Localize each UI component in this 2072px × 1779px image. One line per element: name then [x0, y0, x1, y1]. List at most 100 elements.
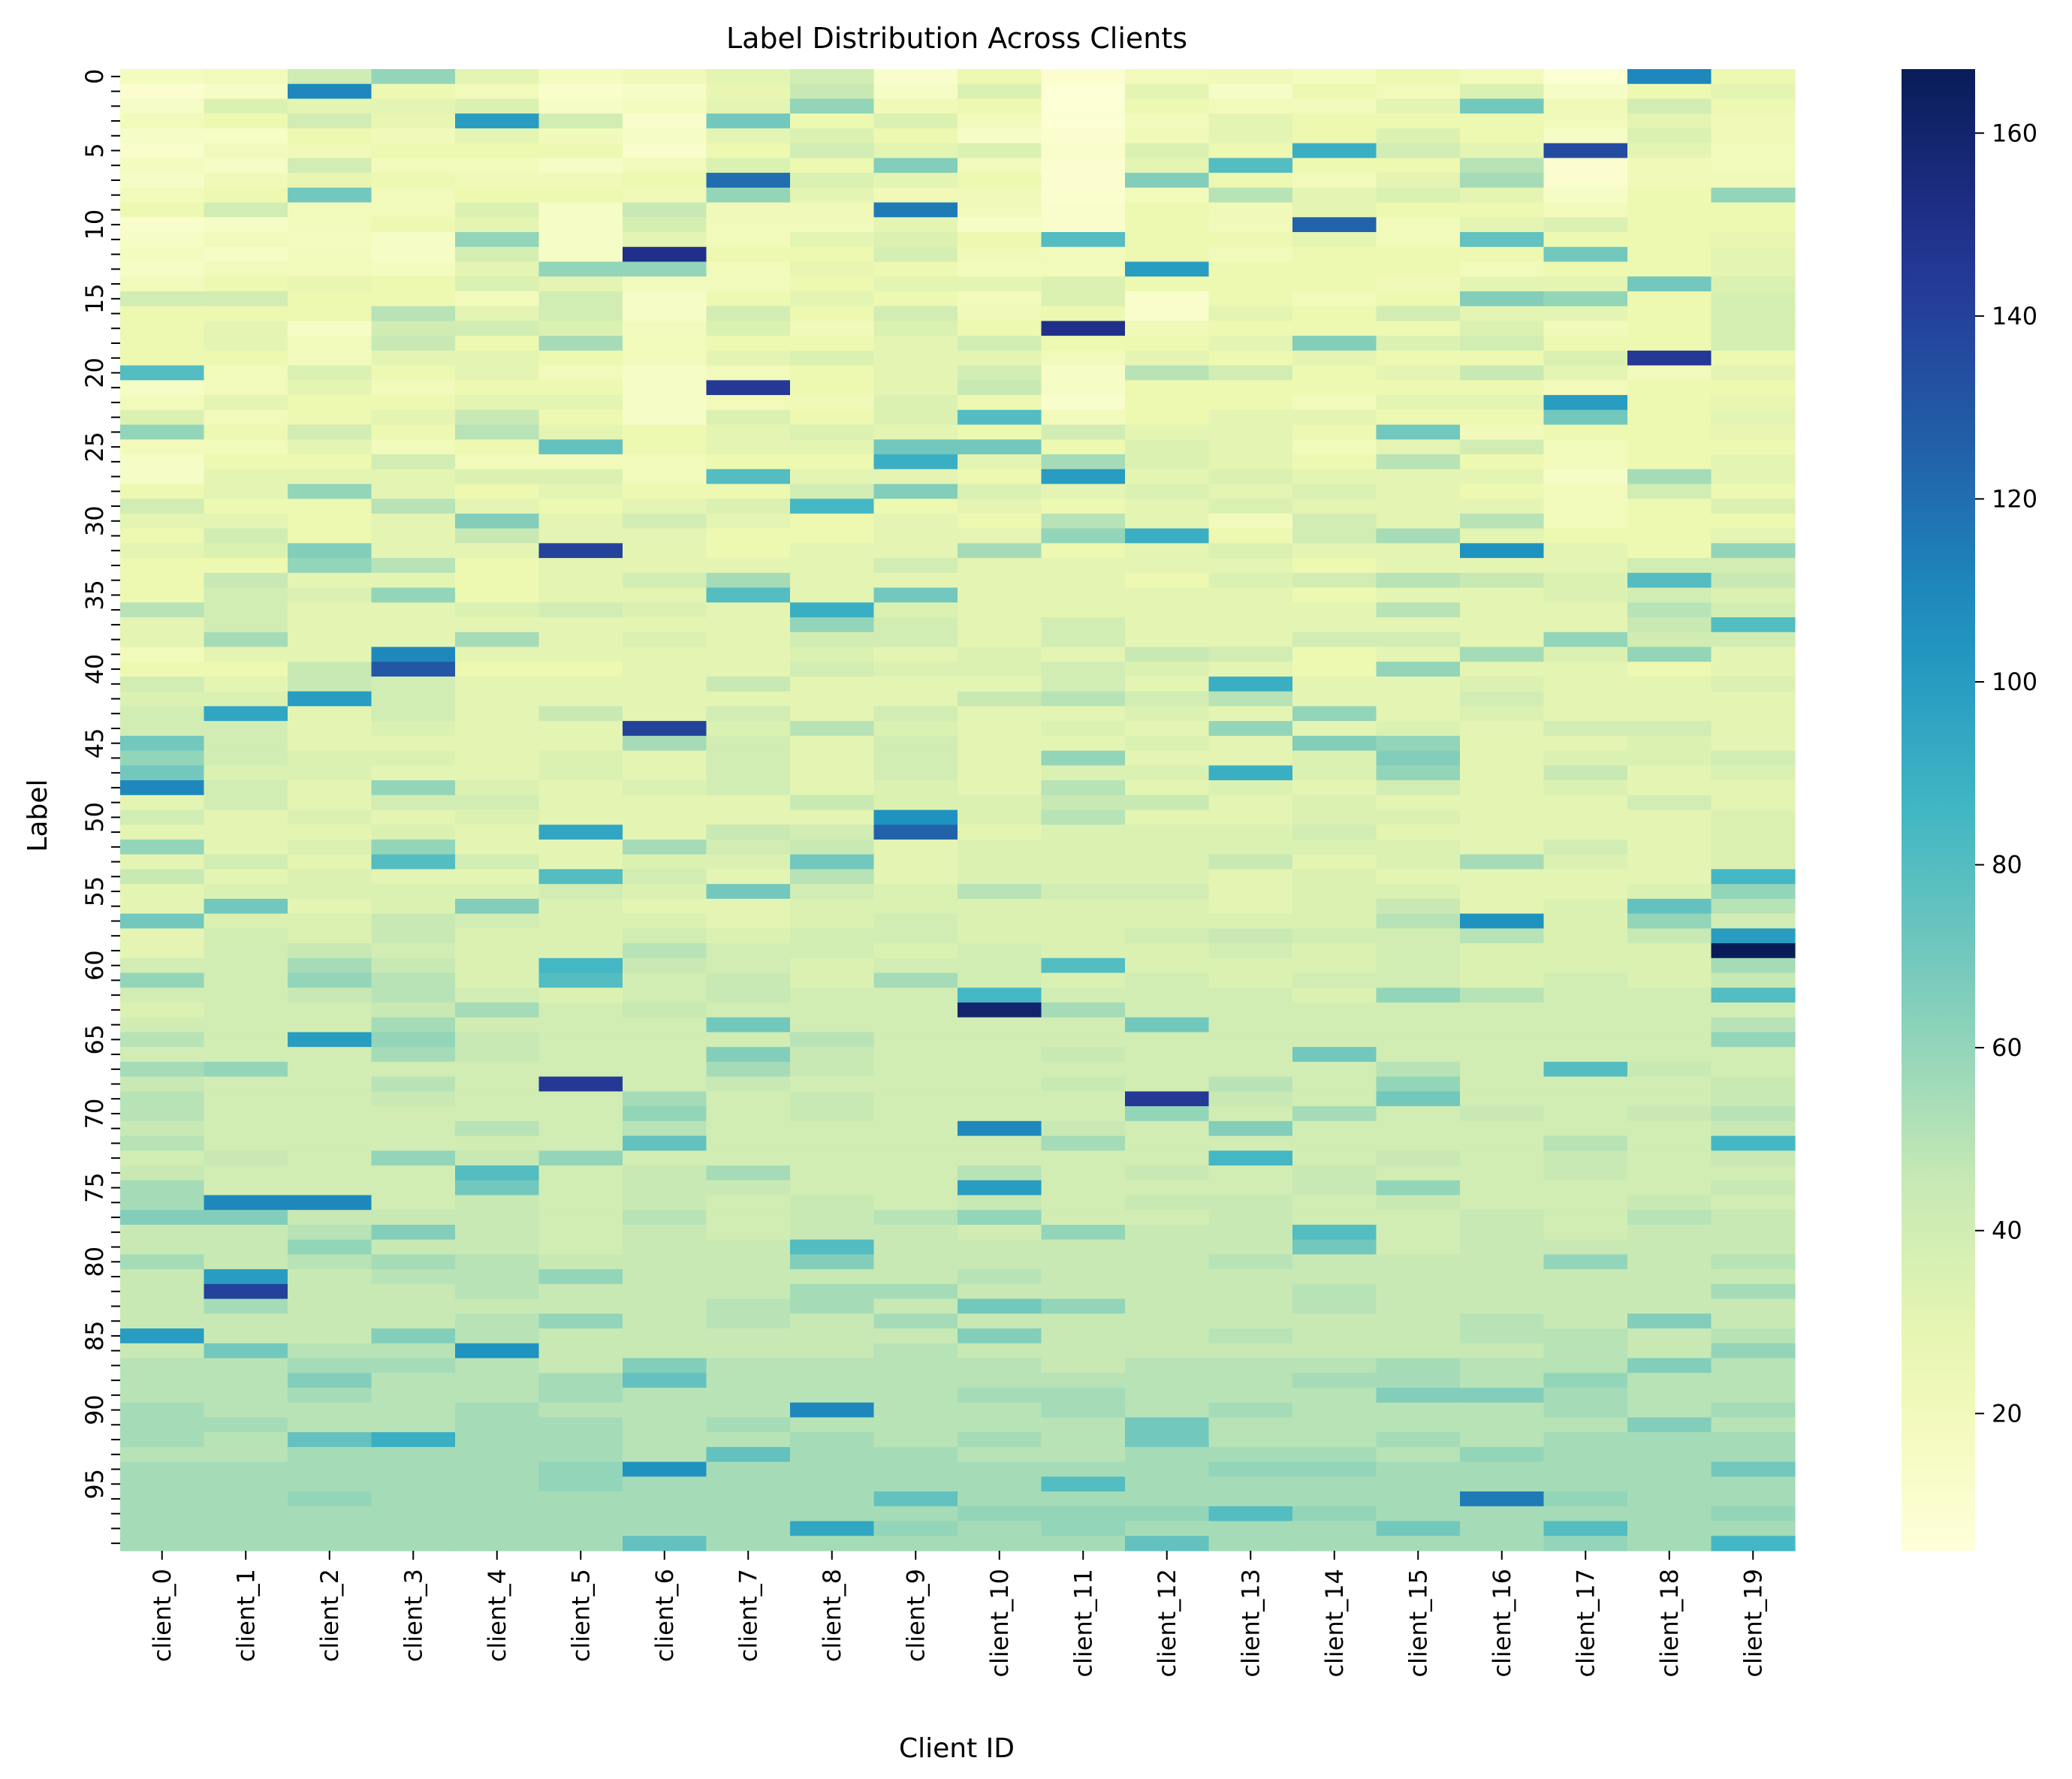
heatmap-cell — [1125, 1298, 1210, 1314]
heatmap-cell — [790, 795, 875, 811]
heatmap-cell — [204, 987, 288, 1003]
heatmap-cell — [1292, 780, 1377, 796]
heatmap-cell — [1208, 676, 1293, 692]
heatmap-cell — [204, 1180, 288, 1196]
heatmap-cell — [1376, 587, 1461, 603]
heatmap-cell — [623, 424, 707, 440]
heatmap-cell — [455, 602, 540, 618]
heatmap-cell — [120, 543, 205, 559]
heatmap-cell — [1543, 261, 1628, 277]
heatmap-cell — [958, 1120, 1042, 1137]
heatmap-cell — [455, 528, 540, 544]
heatmap-cell — [1711, 1254, 1796, 1270]
heatmap-cell — [371, 825, 456, 840]
heatmap-cell — [1041, 1313, 1126, 1329]
heatmap-cell — [538, 617, 623, 633]
heatmap-cell — [706, 1358, 791, 1373]
heatmap-cell — [1460, 572, 1545, 589]
heatmap-cell — [204, 1047, 288, 1063]
heatmap-cell — [1125, 617, 1210, 633]
heatmap-cell — [455, 83, 540, 100]
heatmap-cell — [790, 602, 875, 618]
heatmap-cell — [288, 83, 372, 100]
heatmap-cell — [538, 454, 623, 470]
heatmap-cell — [288, 898, 372, 915]
heatmap-cell — [873, 424, 958, 440]
heatmap-cell — [1627, 380, 1712, 396]
heatmap-cell — [623, 1269, 707, 1285]
heatmap-cell — [371, 572, 456, 589]
heatmap-cell — [1041, 454, 1126, 470]
heatmap-cell — [1041, 69, 1126, 85]
heatmap-cell — [873, 1461, 958, 1477]
heatmap-cell — [1543, 706, 1628, 722]
heatmap-cell — [204, 454, 288, 470]
heatmap-cell — [1376, 1210, 1461, 1226]
y-tick-label: 65 — [80, 1024, 109, 1055]
heatmap-cell — [1292, 306, 1377, 322]
heatmap-cell — [790, 1165, 875, 1181]
heatmap-cell — [1376, 439, 1461, 455]
heatmap-cell — [1627, 1432, 1712, 1448]
x-tick-label: client_2 — [315, 1569, 344, 1662]
heatmap-cell — [623, 1476, 707, 1492]
heatmap-cell — [1292, 1047, 1377, 1063]
heatmap-cell — [1041, 424, 1126, 440]
heatmap-cell — [1292, 1373, 1377, 1389]
heatmap-cell — [1711, 543, 1796, 559]
heatmap-cell — [1627, 1476, 1712, 1492]
heatmap-cell — [1376, 1120, 1461, 1137]
y-tick-label: 0 — [80, 69, 109, 84]
heatmap-cell — [120, 1150, 205, 1166]
heatmap-cell — [1711, 187, 1796, 204]
heatmap-cell — [1627, 825, 1712, 840]
heatmap-cell — [288, 261, 372, 277]
heatmap-cell — [1627, 1150, 1712, 1166]
heatmap-cell — [1041, 602, 1126, 618]
heatmap-cell — [1125, 1269, 1210, 1285]
heatmap-cell — [371, 780, 456, 796]
heatmap-cell — [958, 202, 1042, 218]
heatmap-cell — [623, 202, 707, 218]
heatmap-cell — [706, 972, 791, 988]
heatmap-cell — [790, 647, 875, 662]
heatmap-cell — [538, 1506, 623, 1522]
heatmap-cell — [873, 291, 958, 307]
heatmap-cell — [1627, 232, 1712, 248]
heatmap-cell — [706, 291, 791, 307]
heatmap-cell — [1292, 691, 1377, 707]
heatmap-cell — [1711, 424, 1796, 440]
heatmap-cell — [1460, 1135, 1545, 1151]
heatmap-cell — [873, 350, 958, 366]
heatmap-cell — [1125, 128, 1210, 144]
heatmap-cell — [1208, 898, 1293, 915]
heatmap-cell — [1041, 647, 1126, 662]
heatmap-cell — [1292, 424, 1377, 440]
heatmap-cell — [1125, 602, 1210, 618]
heatmap-cell — [1041, 98, 1126, 114]
heatmap-cell — [958, 987, 1042, 1003]
heatmap-cell — [371, 765, 456, 781]
heatmap-cell — [1543, 1269, 1628, 1285]
heatmap-cell — [1208, 558, 1293, 574]
heatmap-cell — [873, 1002, 958, 1018]
heatmap-cell — [1627, 217, 1712, 233]
heatmap-cell — [958, 1343, 1042, 1359]
heatmap-cell — [958, 1032, 1042, 1048]
heatmap-cell — [371, 158, 456, 173]
heatmap-cell — [1125, 1446, 1210, 1463]
heatmap-cell — [1711, 1283, 1796, 1300]
heatmap-cell — [1041, 1210, 1126, 1226]
heatmap-cell — [958, 810, 1042, 825]
heatmap-cell — [1125, 409, 1210, 426]
heatmap-cell — [1376, 1298, 1461, 1314]
heatmap-cell — [204, 1536, 288, 1551]
heatmap-cell — [1460, 217, 1545, 233]
heatmap-cell — [538, 1120, 623, 1137]
heatmap-cell — [873, 884, 958, 900]
heatmap-cell — [1376, 1491, 1461, 1507]
heatmap-cell — [204, 232, 288, 248]
heatmap-cell — [288, 780, 372, 796]
heatmap-cell — [1543, 987, 1628, 1003]
heatmap-cell — [706, 587, 791, 603]
